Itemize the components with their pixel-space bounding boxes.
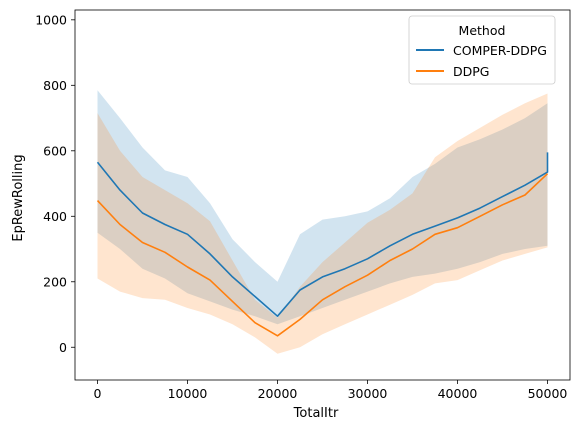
y-tick-label: 600 [43, 143, 67, 158]
legend: Method COMPER-DDPG DDPG [409, 16, 555, 84]
confidence-bands [98, 90, 548, 354]
y-tick-label: 800 [43, 78, 67, 93]
x-tick-label: 20000 [258, 386, 298, 401]
x-tick-label: 0 [94, 386, 102, 401]
y-axis-title: EpRewRolling [11, 154, 26, 241]
x-axis: 0 10000 20000 30000 40000 50000 [94, 380, 568, 401]
x-tick-label: 10000 [168, 386, 208, 401]
y-tick-label: 400 [43, 209, 67, 224]
legend-label-ddpg: DDPG [453, 64, 489, 79]
x-tick-label: 30000 [348, 386, 388, 401]
x-tick-label: 40000 [438, 386, 478, 401]
y-axis: 0 200 400 600 800 1000 [35, 12, 75, 354]
legend-label-comper-ddpg: COMPER-DDPG [453, 43, 547, 58]
y-tick-label: 0 [59, 340, 67, 355]
x-tick-label: 50000 [528, 386, 568, 401]
y-tick-label: 1000 [35, 12, 67, 27]
y-tick-label: 200 [43, 274, 67, 289]
x-axis-title: TotalItr [293, 406, 339, 421]
legend-title: Method [459, 23, 506, 38]
